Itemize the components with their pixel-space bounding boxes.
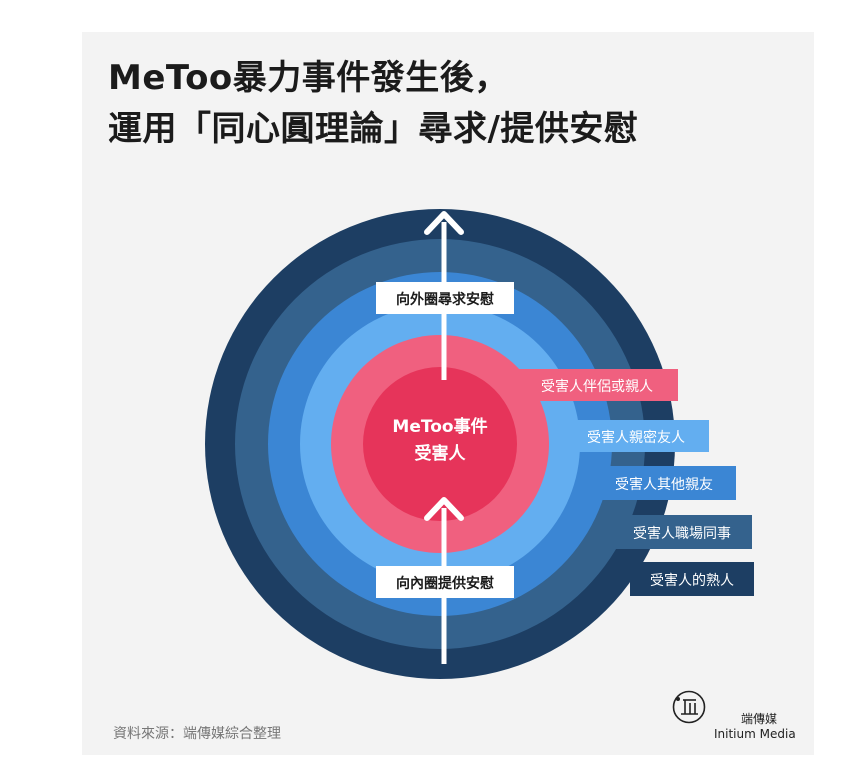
initium-logo-icon <box>672 690 706 724</box>
inward-label: 向內圈提供安慰 <box>396 575 494 592</box>
title-line-1: MeToo暴力事件發生後， <box>108 58 509 98</box>
brand-name-chinese: 端傳媒 <box>741 712 778 726</box>
center-circle <box>363 367 517 521</box>
outward-label-box <box>376 282 514 314</box>
ring-tag-partner-family <box>516 369 678 401</box>
ring-tag-acquaintances <box>630 562 754 596</box>
title-line-2: 運用「同心圓理論」尋求/提供安慰 <box>108 109 639 149</box>
center-label-line-2: 受害人 <box>415 443 467 464</box>
brand-name-english: Initium Media <box>714 727 796 741</box>
ring-tag-colleagues <box>612 515 752 549</box>
center-label-line-1: MeToo事件 <box>392 416 487 437</box>
ring-label-acquaintances: 受害人的熟人 <box>650 573 734 589</box>
ring-label-partner-family: 受害人伴侶或親人 <box>541 379 653 395</box>
inward-label-box <box>376 566 514 598</box>
ring-tag-close-friends <box>563 420 709 452</box>
ring-label-other-relatives: 受害人其他親友 <box>615 477 713 493</box>
ring-tag-other-relatives <box>592 466 736 500</box>
ring-label-colleagues: 受害人職場同事 <box>633 526 731 542</box>
ring-label-close-friends: 受害人親密友人 <box>587 429 685 446</box>
source-note: 資料來源：端傳媒綜合整理 <box>113 726 281 742</box>
outward-label: 向外圈尋求安慰 <box>396 291 494 308</box>
